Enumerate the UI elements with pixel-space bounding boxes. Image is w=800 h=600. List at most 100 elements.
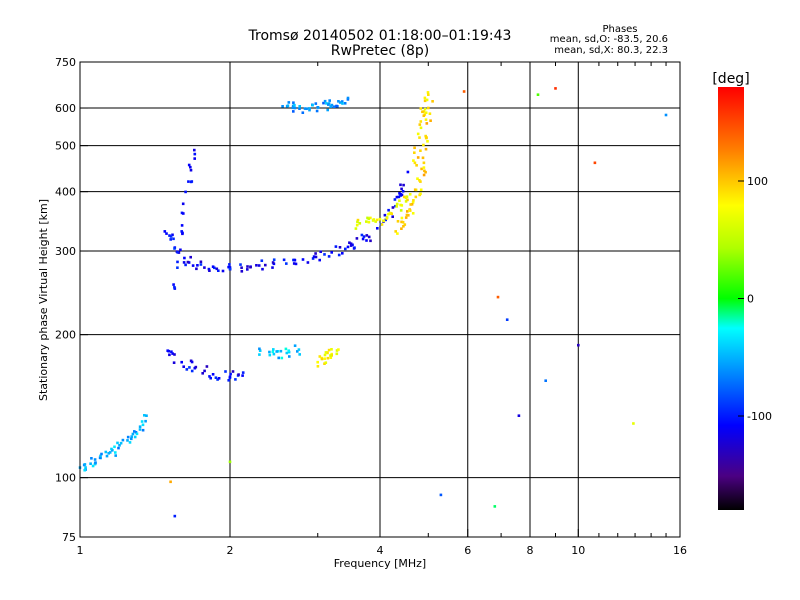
trace-point: [311, 103, 314, 107]
trace-point: [180, 230, 183, 233]
trace-point: [400, 227, 403, 230]
trace-point: [165, 232, 168, 235]
trace-point: [428, 112, 432, 115]
trace-point: [329, 105, 332, 108]
trace-point: [261, 267, 264, 271]
trace-point: [292, 262, 296, 265]
trace-point: [180, 224, 184, 227]
trace-point: [358, 222, 362, 225]
trace-point: [293, 106, 297, 110]
trace-point: [237, 373, 240, 376]
trace-point: [171, 233, 174, 237]
trace-point: [189, 168, 193, 172]
trace-point: [330, 103, 334, 107]
trace-point: [323, 253, 326, 256]
trace-point: [422, 161, 426, 165]
trace-point: [424, 134, 427, 138]
trace-point: [326, 351, 329, 354]
trace-point: [260, 259, 264, 262]
y-tick-label: 100: [55, 472, 76, 485]
trace-point: [271, 350, 275, 354]
trace-point: [214, 376, 218, 379]
trace-point: [328, 99, 331, 102]
trace-point: [376, 227, 379, 230]
trace-point: [282, 258, 286, 262]
trace-point: [411, 201, 415, 204]
scatter-point: [439, 493, 443, 497]
trace-point: [184, 263, 187, 267]
trace-point: [400, 193, 404, 197]
trace-point: [360, 233, 364, 237]
trace-point: [322, 101, 325, 105]
trace-point: [344, 247, 347, 251]
trace-point: [143, 414, 146, 417]
scatter-point: [169, 480, 172, 484]
trace-point: [403, 223, 407, 226]
trace-point: [94, 461, 97, 464]
trace-point: [188, 366, 191, 369]
trace-point: [292, 110, 295, 113]
trace-point: [84, 466, 87, 469]
trace-point: [362, 235, 366, 238]
trace-point: [201, 372, 204, 375]
trace-point: [172, 237, 175, 241]
trace-point: [181, 231, 184, 235]
trace-point: [421, 156, 425, 160]
trace-point: [314, 255, 318, 259]
scatter-point: [462, 90, 466, 93]
trace-point: [367, 235, 371, 239]
trace-point: [241, 374, 244, 377]
trace-point: [145, 414, 148, 417]
trace-point: [221, 269, 225, 273]
trace-point: [194, 365, 198, 369]
trace-point: [285, 262, 288, 265]
trace-point: [314, 252, 317, 255]
scatter-point: [173, 514, 177, 518]
scatter-point: [544, 379, 547, 382]
trace-point: [203, 266, 206, 269]
trace-point: [227, 379, 230, 382]
trace-point: [209, 376, 212, 380]
trace-point: [341, 252, 344, 255]
colorbar-tick-label: -100: [747, 410, 772, 423]
trace-point: [268, 350, 271, 354]
trace-point: [268, 353, 272, 357]
trace-point: [172, 361, 176, 364]
trace-point: [91, 464, 95, 468]
trace-point: [334, 245, 338, 248]
trace-point: [258, 349, 262, 352]
trace-point: [323, 357, 327, 360]
trace-point: [217, 377, 221, 380]
trace-point: [298, 107, 301, 110]
trace-point: [183, 256, 186, 260]
trace-point: [190, 180, 194, 183]
trace-point: [326, 108, 329, 112]
trace-point: [176, 266, 179, 269]
trace-point: [170, 350, 173, 353]
trace-point: [366, 216, 369, 220]
trace-point: [297, 348, 301, 351]
trace-point: [429, 119, 432, 122]
trace-point: [134, 431, 138, 434]
trace-point: [355, 237, 359, 240]
trace-point: [378, 217, 382, 221]
trace-point: [329, 354, 332, 357]
trace-point: [399, 183, 402, 187]
trace-point: [89, 462, 92, 465]
scatter-point: [554, 87, 557, 90]
trace-point: [413, 151, 416, 154]
colorbar-tick-label: 100: [747, 175, 768, 188]
trace-point: [369, 239, 372, 243]
trace-point: [126, 435, 130, 439]
trace-point: [168, 234, 171, 237]
trace-point: [108, 451, 112, 454]
trace-point: [404, 196, 408, 200]
trace-point: [193, 148, 196, 152]
trace-point: [294, 262, 298, 266]
trace-point: [385, 217, 389, 220]
trace-point: [114, 451, 117, 454]
trace-point: [312, 255, 316, 258]
trace-point: [181, 202, 185, 206]
trace-point: [217, 269, 220, 272]
trace-point: [383, 213, 387, 217]
